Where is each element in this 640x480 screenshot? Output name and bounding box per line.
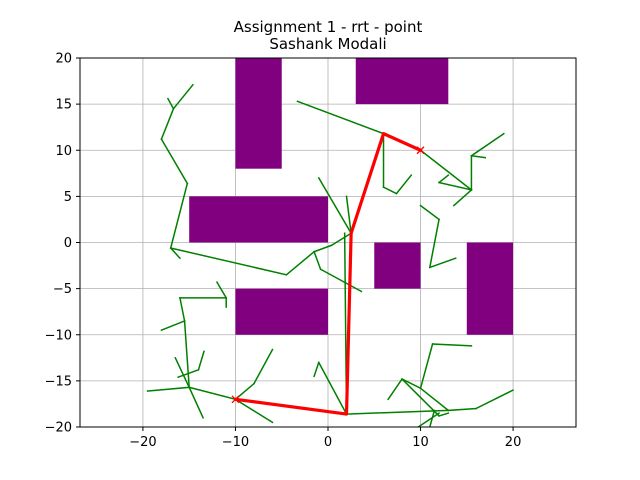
tree-edge — [429, 409, 436, 427]
x-tick-label: −20 — [129, 435, 156, 450]
tree-edge — [395, 174, 413, 195]
tree-edge — [317, 361, 348, 416]
tree-edge — [428, 257, 457, 269]
tree-edge — [252, 348, 274, 385]
tree-edge — [172, 83, 194, 110]
tree-edge — [313, 244, 333, 253]
data-layer — [146, 58, 515, 427]
tree-edge — [215, 281, 228, 299]
tree-edge — [174, 356, 191, 389]
y-tick-label: 20 — [55, 52, 72, 67]
tree-edge — [146, 386, 191, 392]
obstacle-rect — [355, 58, 449, 105]
tree-edge — [319, 268, 363, 293]
tree-edge — [345, 409, 450, 415]
tree-edge — [296, 100, 385, 135]
x-tick-label: 0 — [324, 435, 332, 450]
tree-edge — [166, 97, 175, 110]
tree-edge — [400, 377, 441, 417]
tree-edge — [197, 350, 205, 371]
plot-area: −20 −10 0 10 20 −20 −15 −10 −5 0 5 10 15 20 — [45, 52, 577, 450]
tree-edge — [330, 232, 353, 247]
tree-edge — [452, 188, 473, 207]
path-line — [233, 132, 423, 416]
x-marker — [416, 146, 425, 155]
tree-edge — [447, 407, 477, 412]
tree-edge — [179, 296, 186, 322]
tree-edge — [437, 174, 450, 184]
tree-edge — [188, 386, 205, 419]
tree-edge — [438, 181, 473, 191]
tree-edge — [313, 361, 320, 378]
tree-edge — [345, 195, 352, 235]
obstacle-rect — [374, 242, 421, 289]
tree-edge — [387, 377, 404, 401]
tree-edge — [169, 247, 288, 276]
tree-edge — [177, 368, 200, 379]
tree-edge — [160, 138, 189, 185]
tree-edge — [313, 250, 322, 271]
y-tick-label: 0 — [64, 236, 72, 251]
tree-edge — [160, 319, 186, 332]
x-tick-label: 10 — [412, 435, 429, 450]
y-tick-label: 10 — [55, 144, 72, 159]
tree-edge — [285, 250, 316, 276]
tree-edge — [416, 412, 441, 427]
y-tick-label: −20 — [45, 421, 72, 436]
tree-edge — [419, 387, 450, 412]
tree-edge — [419, 343, 434, 390]
x-tick-label: −10 — [222, 435, 249, 450]
tree-edge — [382, 186, 398, 195]
x-marker — [231, 395, 240, 404]
y-tick-label: 15 — [55, 98, 72, 113]
obstacle-rect — [189, 196, 328, 243]
tree-edge — [188, 386, 237, 401]
tree-edge — [317, 176, 353, 235]
x-marker-stroke — [416, 146, 425, 155]
tree-edge — [438, 412, 450, 417]
x-marker-stroke — [231, 395, 240, 404]
y-tick-label: 5 — [64, 190, 72, 205]
obstacle-rect — [235, 58, 282, 169]
tree-edge — [401, 378, 422, 390]
obstacle-rect — [466, 242, 514, 335]
y-tick-label: −10 — [45, 328, 72, 343]
tree-edge — [169, 182, 189, 249]
tree-edge — [419, 204, 441, 221]
x-tick-label: 20 — [505, 435, 522, 450]
chart-title: Assignment 1 - rrt - point — [234, 18, 423, 36]
tree-edge — [470, 132, 505, 157]
obstacle-rect — [235, 288, 328, 335]
tree-edge — [169, 246, 181, 260]
tree-edge — [431, 343, 473, 347]
tree-edge — [475, 389, 515, 410]
chart-subtitle: Sashank Modali — [269, 35, 386, 53]
tree-edge — [183, 320, 190, 389]
tree-edge — [234, 398, 274, 424]
y-tick-label: −5 — [53, 282, 72, 297]
tree-edge — [160, 107, 175, 141]
tree-edge — [470, 154, 487, 159]
tree-edge — [428, 218, 440, 269]
tree-edge — [419, 149, 473, 191]
y-tick-label: −15 — [45, 374, 72, 389]
